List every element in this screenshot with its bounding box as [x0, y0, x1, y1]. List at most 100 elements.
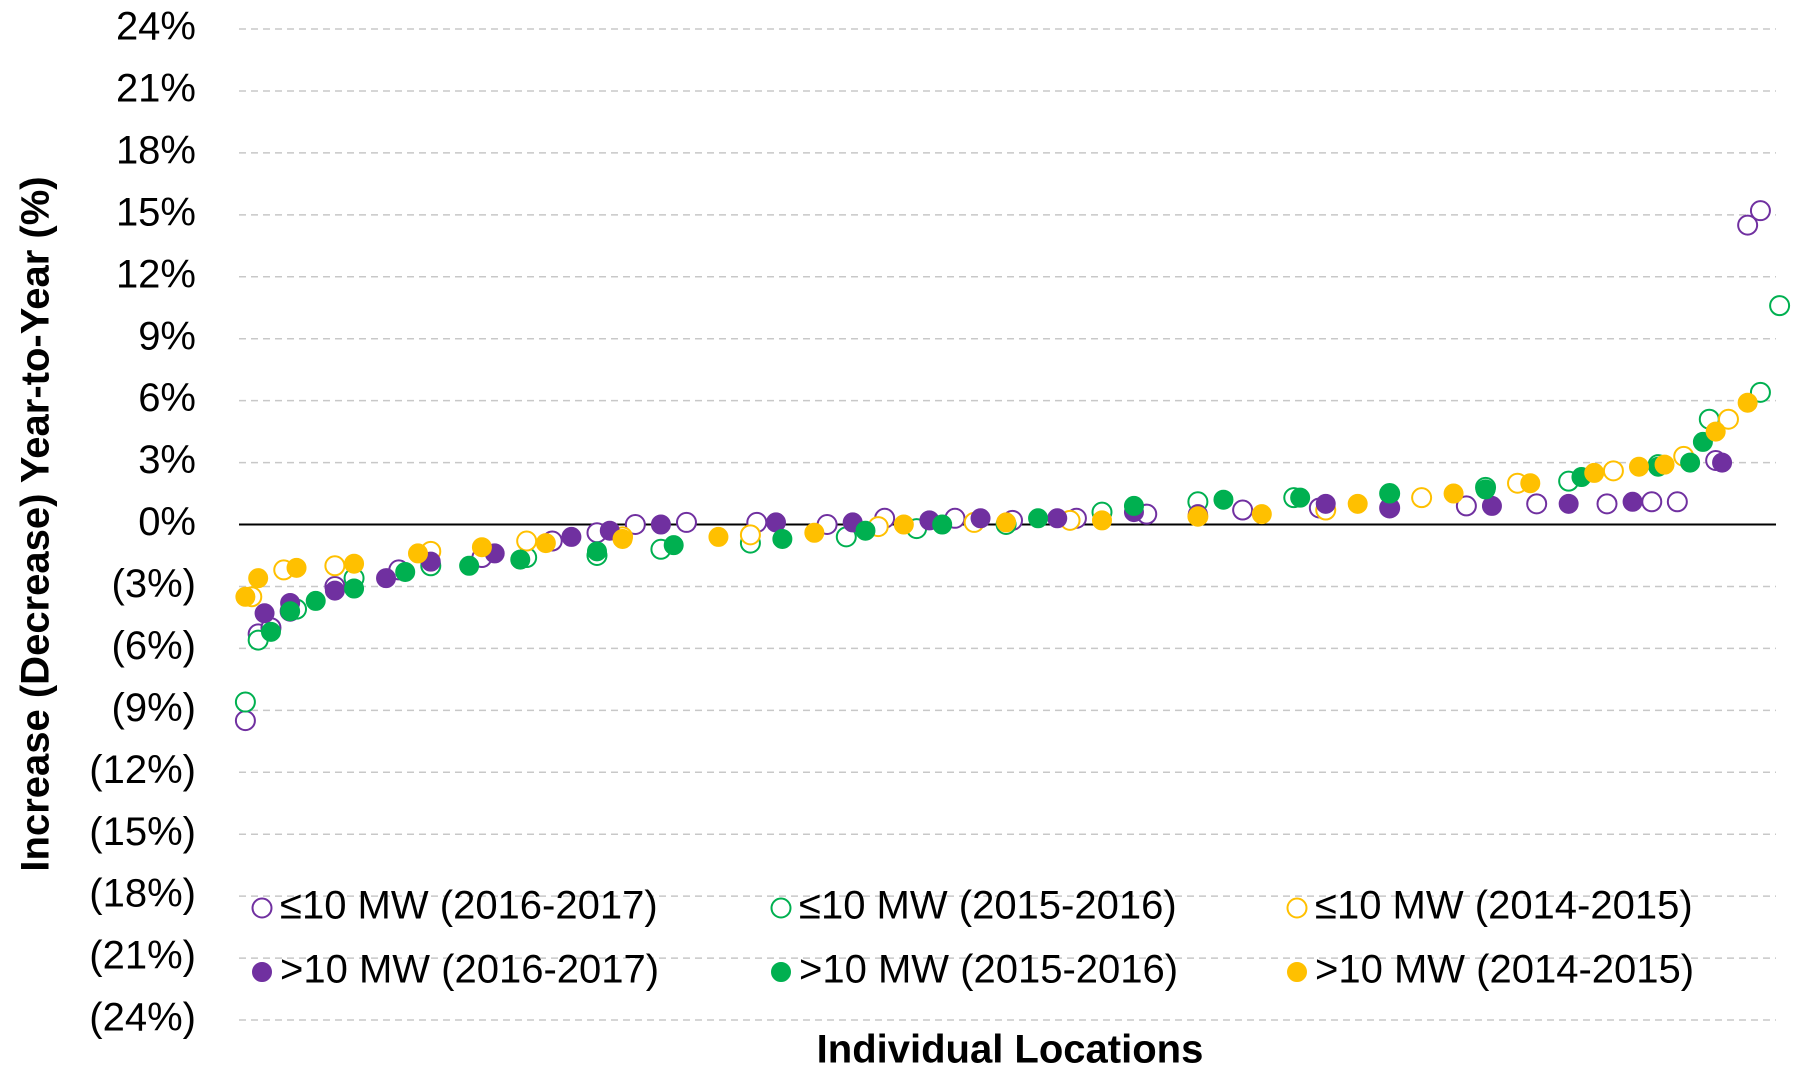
point [235, 586, 256, 607]
y-tick-label: (21%) [89, 934, 196, 978]
point [1520, 473, 1541, 494]
point [1123, 495, 1144, 516]
point [516, 530, 538, 552]
marks [234, 200, 1791, 732]
point [932, 514, 953, 535]
legend-marker [252, 962, 272, 982]
point [1475, 479, 1496, 500]
y-tick-label: (15%) [89, 810, 196, 854]
point [260, 621, 281, 642]
point [280, 601, 301, 622]
point [1232, 499, 1254, 521]
y-tick-label: 12% [116, 252, 196, 296]
point [1712, 452, 1733, 473]
point [344, 578, 365, 599]
point [1666, 491, 1688, 513]
legend-marker [770, 897, 792, 919]
point [855, 520, 876, 541]
point [675, 511, 697, 533]
legend-label: >10 MW (2016-2017) [280, 948, 659, 992]
point [395, 561, 416, 582]
point [1737, 214, 1759, 236]
legend-marker [1287, 962, 1307, 982]
legend-label: ≤10 MW (2015-2016) [799, 884, 1177, 928]
point [1602, 460, 1624, 482]
point [1187, 506, 1208, 527]
legend-label: >10 MW (2014-2015) [1315, 948, 1694, 992]
point [376, 568, 397, 589]
point [1411, 487, 1433, 509]
legend-marker [251, 897, 273, 919]
point [1091, 510, 1112, 531]
point [1654, 454, 1675, 475]
point [624, 514, 646, 535]
legend-label: ≤10 MW (2014-2015) [1315, 884, 1693, 928]
y-tick-label: (24%) [89, 996, 196, 1040]
y-tick-label: (3%) [112, 562, 196, 606]
point [1290, 487, 1311, 508]
point [254, 603, 275, 624]
point [471, 537, 492, 558]
y-axis-title: Increase (Decrease) Year-to-Year (%) [14, 176, 58, 871]
y-tick-label: 24% [116, 5, 196, 49]
point [286, 557, 307, 578]
point [708, 526, 729, 547]
point [1251, 504, 1272, 525]
point [1769, 295, 1791, 317]
point [1443, 483, 1464, 504]
y-tick-label: (18%) [89, 872, 196, 916]
legend-label: ≤10 MW (2016-2017) [280, 884, 658, 928]
legend: ≤10 MW (2016-2017) ≤10 MW (2015-2016) ≤10 … [251, 884, 1694, 992]
point [459, 555, 480, 576]
point [234, 691, 256, 713]
point [1347, 493, 1368, 514]
y-tick-label: 15% [116, 190, 196, 234]
point [663, 535, 684, 556]
y-tick-label: 6% [138, 376, 196, 420]
point [1641, 491, 1663, 513]
point [510, 549, 531, 570]
point [248, 568, 269, 589]
point [1622, 491, 1643, 512]
point [234, 710, 256, 732]
y-tick-label: 0% [138, 500, 196, 544]
legend-marker [771, 962, 791, 982]
point [970, 508, 991, 529]
point [344, 553, 365, 574]
point [1047, 508, 1068, 529]
y-tick-label: (9%) [112, 686, 196, 730]
y-tick-label: 18% [116, 128, 196, 172]
x-axis-title: Individual Locations [817, 1028, 1204, 1072]
point [586, 541, 607, 562]
point [561, 526, 582, 547]
point [1379, 483, 1400, 504]
point [324, 580, 345, 601]
point [996, 512, 1017, 533]
point [1028, 508, 1049, 529]
point [1315, 493, 1336, 514]
point [1749, 200, 1771, 222]
y-tick-label: (6%) [112, 624, 196, 668]
point [612, 528, 633, 549]
point [1717, 408, 1739, 430]
point [1628, 456, 1649, 477]
point [305, 590, 326, 611]
point [804, 522, 825, 543]
point [1455, 495, 1477, 517]
point [893, 514, 914, 535]
point [1705, 421, 1726, 442]
y-tick-label: 9% [138, 314, 196, 358]
point [1526, 493, 1548, 515]
point [1213, 489, 1234, 510]
point [324, 555, 346, 577]
point [407, 543, 428, 564]
point [1737, 392, 1758, 413]
point [772, 528, 793, 549]
point [1680, 452, 1701, 473]
legend-label: >10 MW (2015-2016) [799, 948, 1178, 992]
point [650, 514, 671, 535]
point [739, 524, 761, 546]
grid [239, 28, 1776, 1021]
y-tick-label: 21% [116, 67, 196, 111]
